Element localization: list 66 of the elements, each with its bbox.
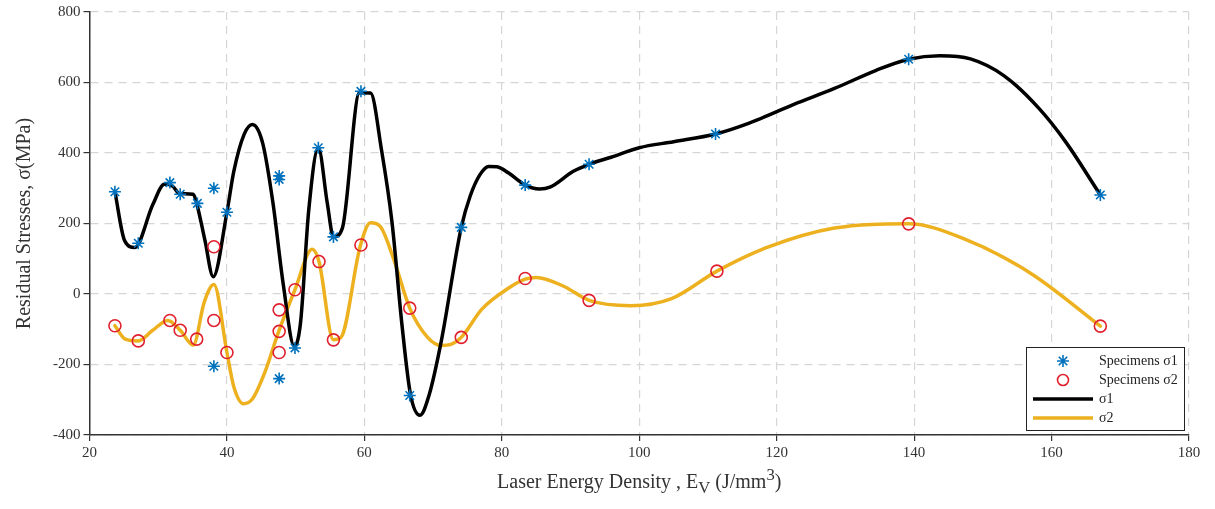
point [288, 282, 302, 297]
legend-label: Specimens σ2 [1099, 371, 1178, 388]
y-tick-label: -200 [53, 355, 81, 372]
y-tick-label: -400 [53, 425, 81, 442]
y-tick-label: 600 [58, 73, 81, 90]
point [108, 184, 122, 199]
y-tick-label: 0 [73, 284, 81, 301]
x-tick-label: 20 [82, 443, 97, 460]
point [163, 175, 177, 190]
point [354, 238, 368, 252]
x-tick-label: 180 [1177, 443, 1201, 460]
point [272, 371, 286, 386]
point [220, 345, 234, 360]
y-tick-label: 400 [58, 143, 81, 160]
point [311, 140, 326, 155]
point [190, 196, 205, 211]
point [207, 239, 221, 254]
point [354, 84, 368, 99]
point [220, 205, 234, 220]
x-tick-label: 40 [219, 443, 235, 460]
point [207, 359, 221, 374]
point [518, 178, 532, 192]
y-tick-label: 200 [58, 214, 81, 231]
point [312, 254, 326, 269]
point [272, 303, 286, 317]
point [582, 157, 596, 172]
y-axis-title: Residual Stresses, σ(MPa) [12, 117, 36, 330]
x-tick-label: 100 [628, 443, 651, 460]
point [326, 333, 341, 347]
point [131, 236, 146, 251]
point [108, 318, 122, 333]
point [326, 230, 341, 244]
point [582, 293, 596, 308]
x-tick-label: 60 [356, 443, 372, 460]
point [131, 334, 146, 348]
point [163, 313, 177, 328]
legend-label: σ2 [1099, 409, 1114, 426]
point [272, 345, 286, 360]
y-tick-label: 800 [58, 2, 81, 19]
x-tick-label: 160 [1040, 443, 1063, 460]
x-axis-title: Laser Energy Density , E$_{V}$ (J/mm$^{3}$) [496, 465, 783, 498]
point [272, 172, 286, 187]
x-tick-label: 140 [902, 443, 926, 460]
point [1093, 188, 1108, 202]
point [173, 323, 187, 338]
legend-label: Specimens σ1 [1099, 352, 1178, 369]
point [708, 127, 723, 141]
point [272, 169, 286, 183]
point [402, 301, 417, 315]
point [518, 271, 532, 286]
point [710, 264, 724, 278]
point [1093, 319, 1108, 333]
x-tick-label: 80 [494, 443, 510, 460]
point [454, 330, 469, 345]
legend-label: σ1 [1099, 390, 1114, 407]
x-tick-label: 120 [765, 443, 788, 460]
point [189, 332, 204, 346]
point [288, 341, 302, 355]
point [173, 187, 187, 202]
point [272, 324, 286, 339]
point [454, 220, 469, 235]
point [207, 181, 221, 196]
point [901, 217, 916, 231]
point [402, 388, 417, 403]
point [901, 52, 916, 67]
point [207, 313, 221, 328]
